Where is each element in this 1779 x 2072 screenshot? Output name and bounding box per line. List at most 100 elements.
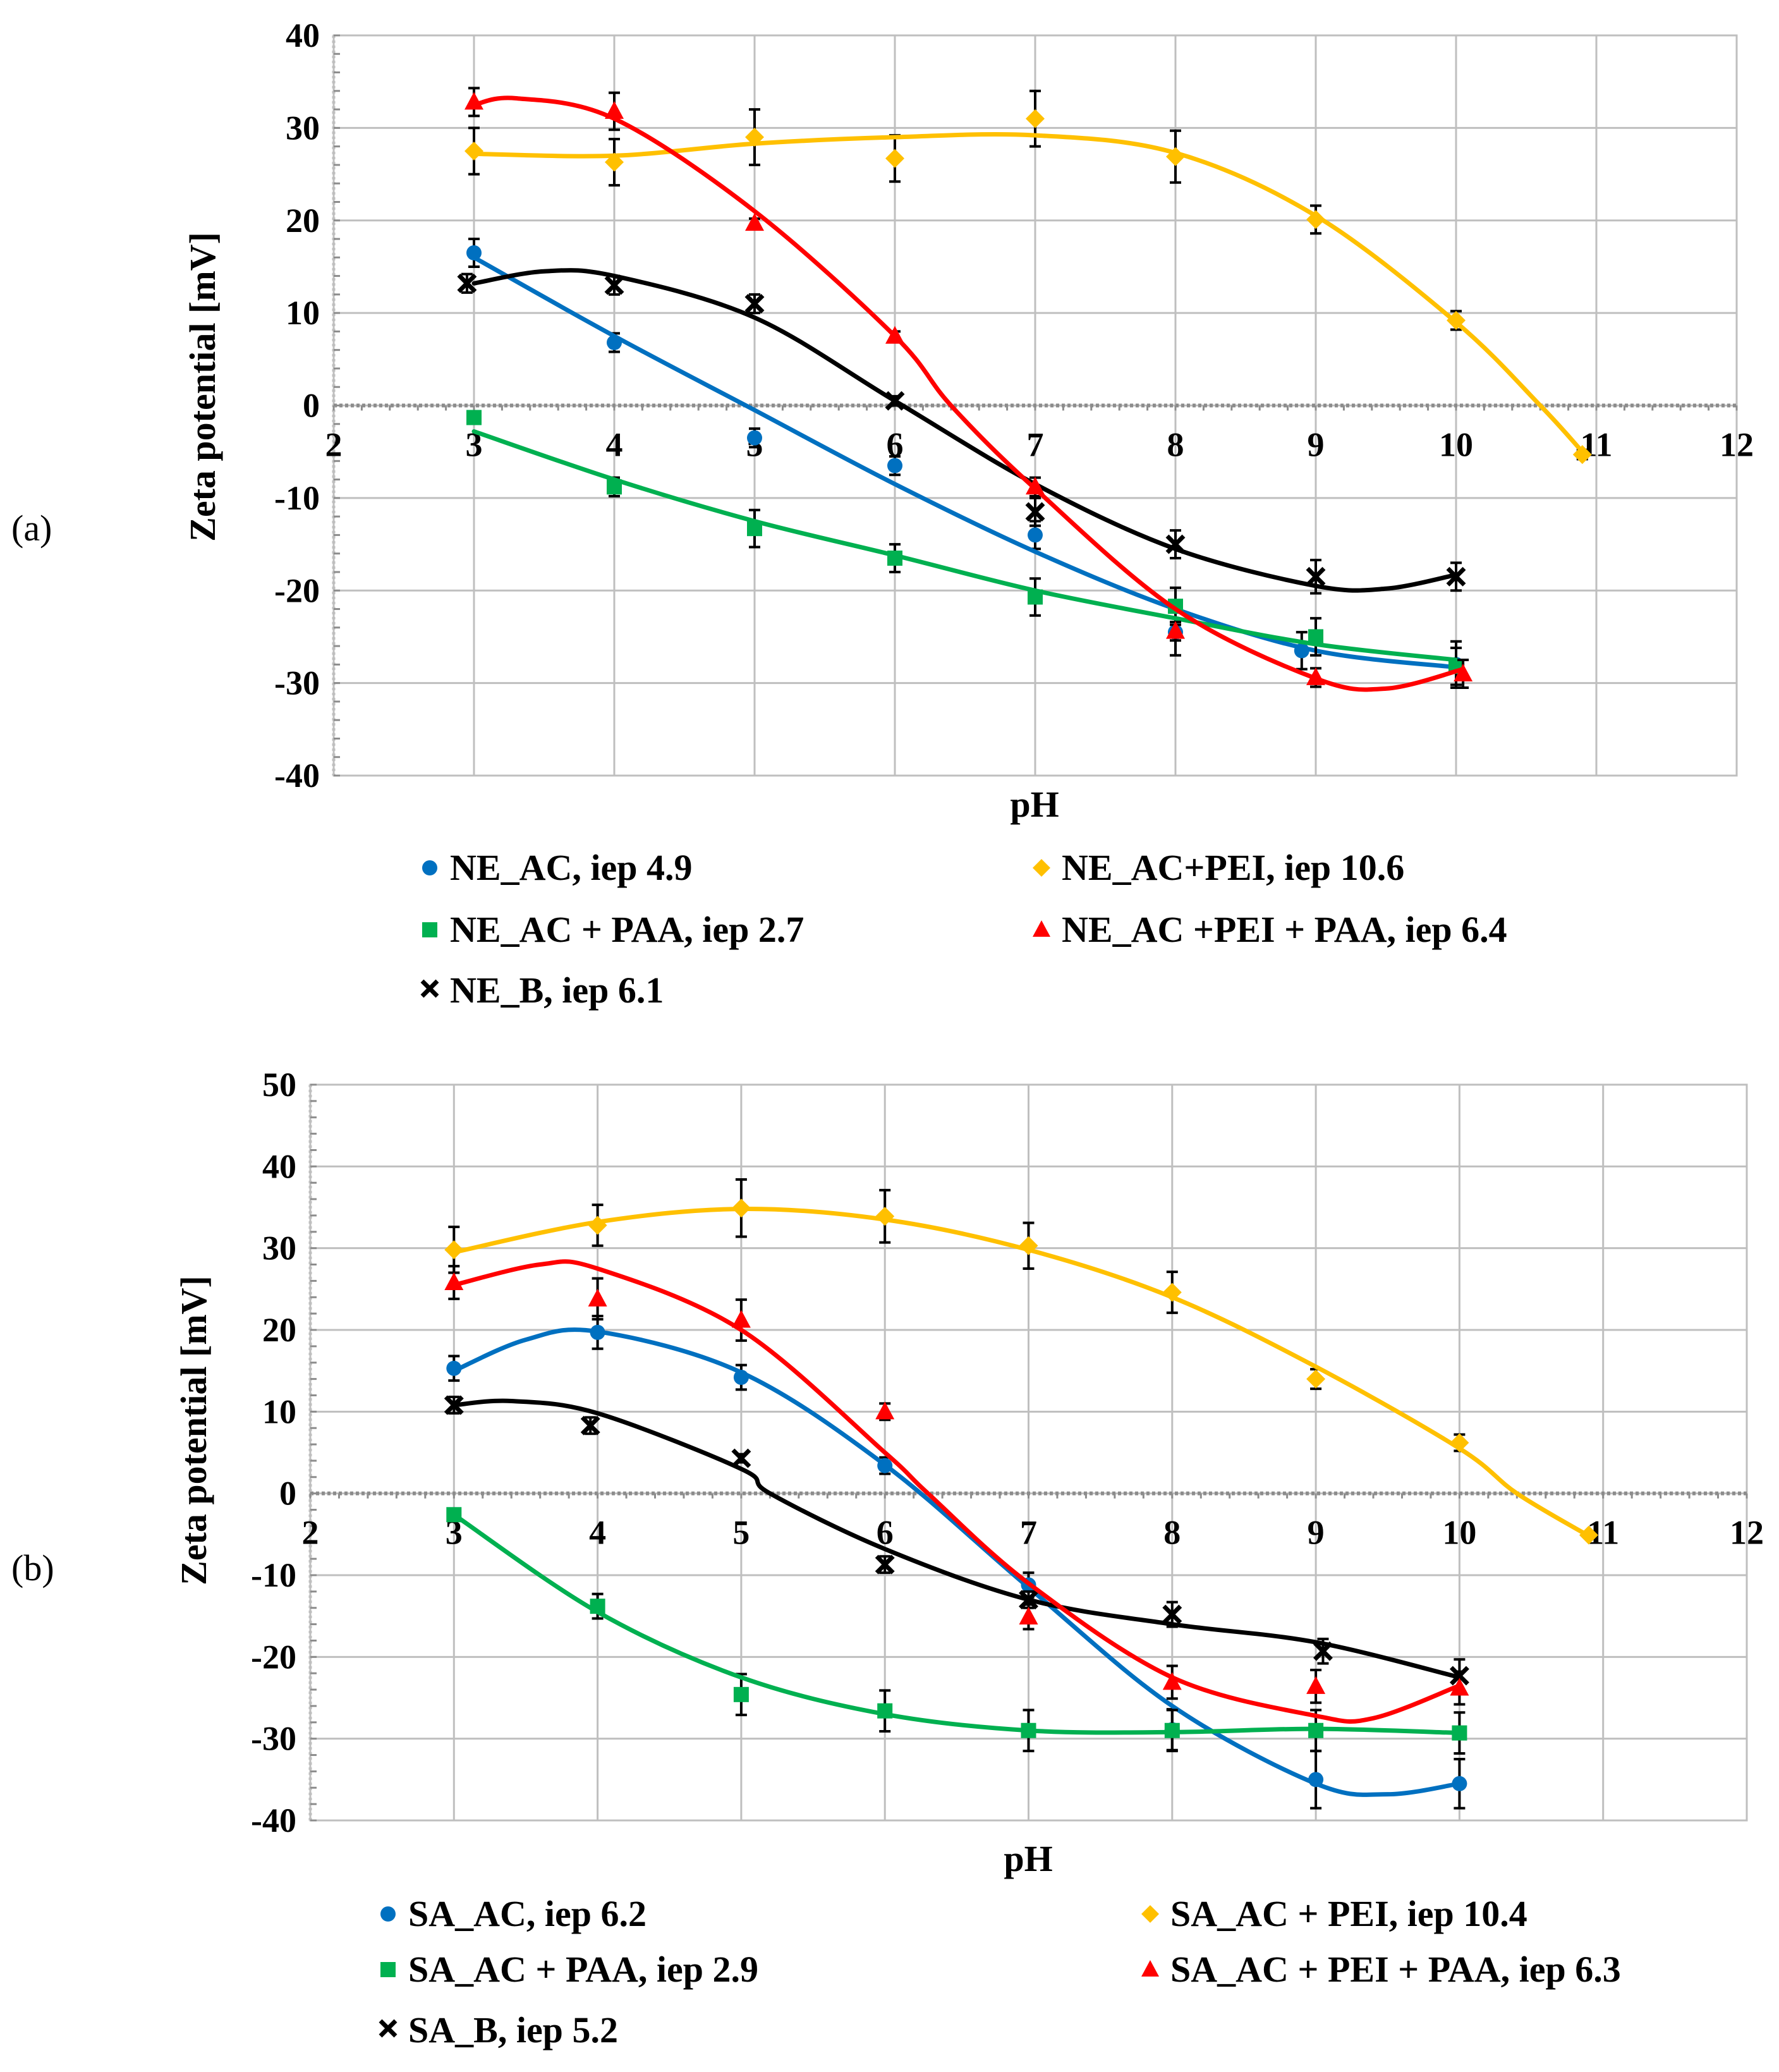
legend-item: NE_AC, iep 4.9 <box>422 847 692 888</box>
legend-item: SA_B, iep 5.2 <box>379 2009 618 2051</box>
x-tick-label: 12 <box>1730 1514 1764 1552</box>
legend-marker-square <box>380 1962 396 1977</box>
data-point <box>1294 643 1309 659</box>
legend-label: SA_AC, iep 6.2 <box>408 1893 647 1934</box>
legend-label: SA_AC + PEI + PAA, iep 6.3 <box>1170 1949 1621 1990</box>
y-axis-label-a: Zeta potential [mV] <box>182 232 223 542</box>
data-point <box>580 1415 600 1435</box>
data-point <box>1452 1776 1467 1791</box>
legend-b: SA_AC, iep 6.2 SA_AC + PAA, iep 2.9 SA_B… <box>379 1893 1621 2051</box>
data-point <box>1019 1606 1038 1624</box>
data-point <box>444 1240 464 1260</box>
y-tick-label: 10 <box>262 1393 296 1430</box>
data-point <box>588 1216 607 1235</box>
y-tick-label: 50 <box>262 1066 296 1104</box>
data-point <box>1021 1722 1036 1738</box>
x-tick-label: 10 <box>1442 1514 1476 1552</box>
y-tick-label: 40 <box>286 16 320 54</box>
data-point <box>588 1288 607 1307</box>
data-point <box>605 152 624 172</box>
data-point <box>604 275 624 295</box>
data-point <box>1450 1433 1469 1453</box>
x-tick-label: 9 <box>1308 426 1325 464</box>
legend-marker-diamond <box>1141 1905 1159 1923</box>
x-axis-label-b: pH <box>1004 1838 1052 1879</box>
legend-item: SA_AC, iep 6.2 <box>380 1893 647 1934</box>
series-circle <box>446 1315 1467 1810</box>
data-point <box>1162 1604 1182 1624</box>
y-tick-label: -20 <box>251 1638 296 1676</box>
data-point <box>605 101 624 119</box>
data-point <box>745 213 764 231</box>
data-point <box>1306 566 1326 587</box>
legend-marker-circle <box>422 860 437 875</box>
data-point <box>887 458 902 473</box>
legend-marker-square <box>422 922 437 937</box>
data-point <box>607 479 622 495</box>
data-point <box>875 1401 895 1420</box>
legend-marker-triangle <box>1141 1960 1159 1977</box>
data-point <box>444 1272 464 1290</box>
legend-item: NE_B, iep 6.1 <box>420 970 664 1011</box>
x-tick-label: 7 <box>1020 1514 1037 1552</box>
series-triangle <box>444 1259 1469 1724</box>
data-point <box>875 1207 895 1226</box>
data-point <box>885 149 904 168</box>
x-tick-label: 2 <box>302 1514 319 1552</box>
legend-label: SA_B, iep 5.2 <box>408 2009 618 2051</box>
data-point <box>1166 147 1185 166</box>
x-tick-label: 8 <box>1163 1514 1181 1552</box>
x-tick-label: 5 <box>732 1514 750 1552</box>
data-point <box>1308 1722 1324 1738</box>
trend-line <box>471 429 1459 662</box>
y-tick-label: 20 <box>262 1311 296 1349</box>
y-tick-label: -10 <box>274 479 320 517</box>
data-point <box>446 1360 462 1376</box>
data-point <box>885 391 905 411</box>
data-point <box>457 273 477 293</box>
legend-label: NE_AC +PEI + PAA, iep 6.4 <box>1062 909 1507 950</box>
data-point <box>1306 210 1325 229</box>
series-triangle <box>464 87 1473 692</box>
data-point <box>1166 621 1185 639</box>
legend-marker-diamond <box>1033 859 1050 877</box>
legend-a: NE_AC, iep 4.9 NE_AC + PAA, iep 2.7 NE_B… <box>420 847 1507 1011</box>
legend-label: NE_AC, iep 4.9 <box>450 847 692 888</box>
data-point <box>1306 1676 1326 1694</box>
legend-marker-x <box>379 2019 398 2038</box>
data-point <box>1572 445 1592 465</box>
data-point <box>444 1395 464 1415</box>
legend-item: NE_AC+PEI, iep 10.6 <box>1033 847 1404 888</box>
legend-marker-circle <box>380 1906 396 1922</box>
data-point <box>1450 1678 1469 1696</box>
legend-item: NE_AC +PEI + PAA, iep 6.4 <box>1033 909 1507 950</box>
y-tick-label: 40 <box>262 1147 296 1185</box>
data-point <box>1308 1772 1324 1788</box>
x-tick-label: 10 <box>1439 426 1473 464</box>
trend-line <box>451 1398 1462 1680</box>
data-point <box>446 1507 462 1523</box>
data-point <box>1579 1525 1598 1545</box>
trend-line <box>451 1207 1591 1539</box>
trend-line <box>471 255 1459 670</box>
panel-b: (b) 2 3 4 5 6 7 8 9 10 11 12-40-30-20-100102030405… <box>11 1066 1764 2051</box>
data-point <box>590 1599 605 1614</box>
legend-item: NE_AC + PAA, iep 2.7 <box>422 909 804 950</box>
x-tick-label: 12 <box>1720 426 1754 464</box>
data-point <box>464 141 483 161</box>
x-tick-label: 4 <box>606 426 623 464</box>
data-point <box>1026 109 1045 128</box>
legend-marker-triangle <box>1033 920 1050 937</box>
data-point <box>607 334 622 350</box>
y-tick-label: -40 <box>251 1801 296 1839</box>
data-point <box>1308 629 1323 645</box>
legend-label: NE_B, iep 6.1 <box>450 970 664 1011</box>
data-point <box>1313 1641 1333 1661</box>
y-tick-label: 10 <box>286 294 320 332</box>
y-tick-label: -30 <box>274 664 320 702</box>
legend-label: NE_AC + PAA, iep 2.7 <box>450 909 804 950</box>
data-point <box>1452 1725 1467 1741</box>
data-point <box>744 294 765 314</box>
